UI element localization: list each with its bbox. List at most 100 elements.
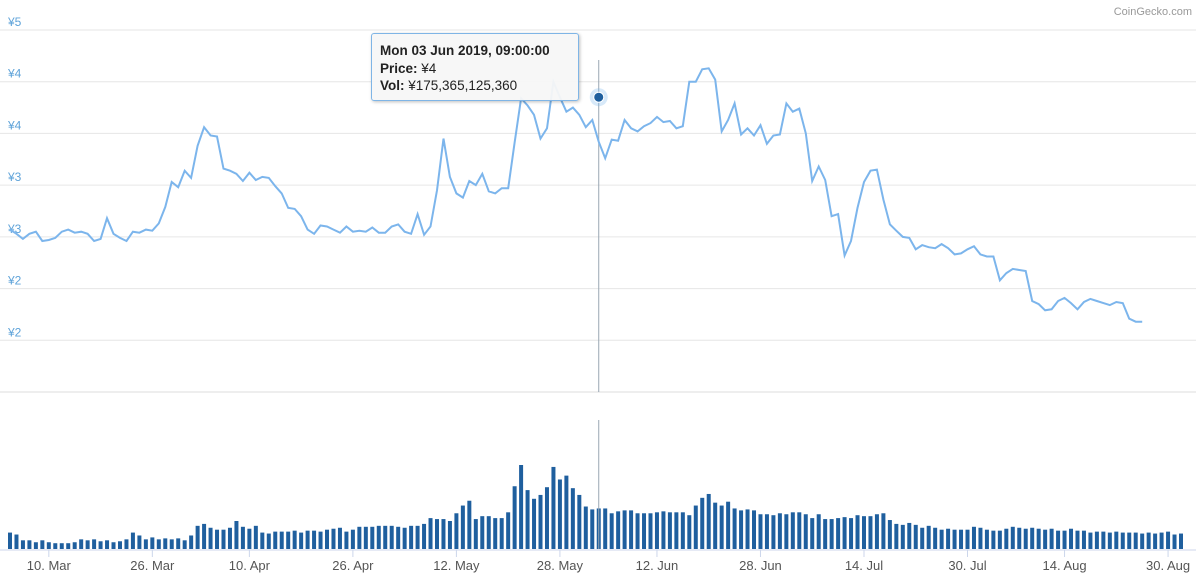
volume-bar <box>1023 528 1028 549</box>
volume-bar <box>318 531 323 549</box>
volume-bar <box>454 513 459 549</box>
volume-bar <box>422 523 427 549</box>
volume-bar <box>1030 527 1035 549</box>
volume-bar <box>700 497 705 549</box>
volume-bar <box>907 522 912 549</box>
y-grid-lines <box>0 29 1196 393</box>
volume-bar <box>312 530 317 549</box>
volume-bar <box>195 525 200 549</box>
volume-bar <box>486 516 491 549</box>
y-tick-label: ¥2 <box>7 325 22 339</box>
volume-bar <box>1081 530 1086 549</box>
price-tooltip: Mon 03 Jun 2019, 09:00:00 Price: ¥4 Vol:… <box>371 33 579 101</box>
volume-bar <box>292 530 297 549</box>
x-tick-label: 26. Apr <box>332 558 374 573</box>
volume-bar <box>344 531 349 549</box>
volume-bar <box>85 540 90 549</box>
volume-bar <box>829 519 834 549</box>
volume-bar <box>836 518 841 549</box>
volume-bar <box>46 542 51 549</box>
volume-bar <box>797 512 802 549</box>
volume-bar <box>745 509 750 549</box>
volume-bar <box>920 527 925 549</box>
volume-bar <box>350 529 355 549</box>
volume-bar <box>1062 530 1067 549</box>
volume-bar <box>441 519 446 549</box>
volume-bar <box>266 533 271 549</box>
volume-bar <box>14 534 19 549</box>
volume-bar <box>227 527 232 549</box>
volume-bar <box>887 520 892 549</box>
volume-bar <box>984 529 989 549</box>
volume-bar <box>370 526 375 549</box>
volume-bar <box>389 525 394 549</box>
volume-bar <box>952 529 957 549</box>
volume-bar <box>881 513 886 549</box>
volume-bar <box>331 528 336 549</box>
volume-bar <box>939 529 944 549</box>
volume-bar <box>130 532 135 549</box>
volume-bar <box>913 524 918 549</box>
volume-bar <box>1140 533 1145 549</box>
volume-bar <box>143 539 148 549</box>
volume-bar <box>169 539 174 549</box>
volume-bar <box>111 542 116 549</box>
volume-bar <box>583 506 588 549</box>
volume-bar <box>861 516 866 549</box>
volume-bar <box>202 523 207 549</box>
x-tick-label: 10. Mar <box>27 558 72 573</box>
volume-bar <box>499 518 504 549</box>
volume-bar <box>305 530 310 549</box>
volume-bar <box>1159 532 1164 549</box>
volume-bar <box>900 524 905 549</box>
volume-bar <box>1036 528 1041 549</box>
volume-bar <box>726 501 731 549</box>
volume-bar <box>564 475 569 549</box>
credit-link[interactable]: CoinGecko.com <box>1113 6 1192 18</box>
volume-bar <box>868 516 873 549</box>
x-tick-label: 14. Jul <box>845 558 883 573</box>
volume-bar <box>680 512 685 549</box>
volume-bar <box>1127 532 1132 549</box>
volume-bar <box>544 487 549 549</box>
y-tick-label: ¥3 <box>7 170 22 184</box>
volume-bar <box>512 486 517 549</box>
volume-bar <box>163 538 168 549</box>
volume-bar <box>137 535 142 549</box>
volume-bar <box>325 529 330 549</box>
volume-bar <box>240 526 245 549</box>
highlight-marker[interactable] <box>593 91 605 103</box>
price-series-line <box>9 67 1143 323</box>
volume-bar <box>156 539 161 549</box>
volume-bar <box>777 513 782 549</box>
volume-bar <box>1049 528 1054 549</box>
volume-bar <box>1043 529 1048 549</box>
volume-bar <box>98 541 103 549</box>
volume-bar <box>551 466 556 549</box>
volume-bar <box>823 519 828 549</box>
volume-bar <box>376 525 381 549</box>
volume-bar <box>570 488 575 549</box>
volume-bar <box>719 505 724 549</box>
tooltip-date: Mon 03 Jun 2019, 09:00:00 <box>380 43 550 58</box>
volume-bar <box>803 514 808 549</box>
volume-bar <box>176 538 181 549</box>
y-tick-label: ¥5 <box>7 15 22 29</box>
volume-bar <box>978 527 983 549</box>
volume-bar <box>415 525 420 549</box>
volume-bar <box>402 527 407 549</box>
volume-bar <box>667 512 672 549</box>
volume-bar <box>1133 532 1138 549</box>
volume-bar <box>654 512 659 549</box>
volume-bar <box>1107 532 1112 549</box>
volume-bar <box>693 505 698 549</box>
volume-bar <box>959 529 964 549</box>
volume-bar <box>687 515 692 549</box>
y-tick-label: ¥3 <box>7 222 22 236</box>
volume-bar <box>849 518 854 549</box>
volume-bar <box>59 543 64 549</box>
volume-bar <box>20 540 25 549</box>
volume-bar <box>532 498 537 549</box>
volume-bar <box>842 517 847 549</box>
